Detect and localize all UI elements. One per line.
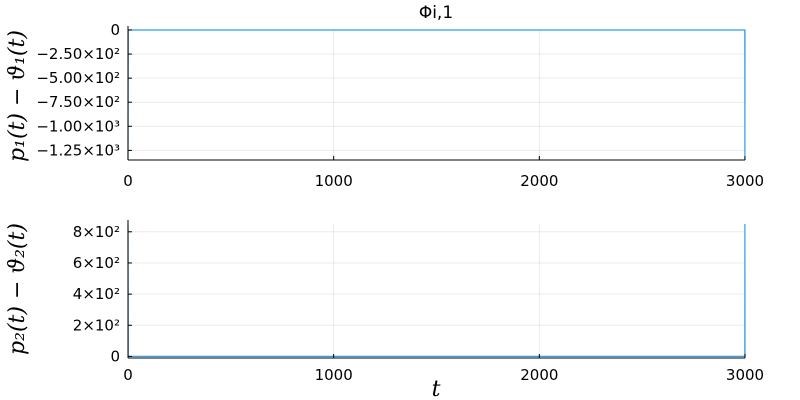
y-tick-label: −1.25×10³ — [36, 141, 120, 159]
y-tick-label: −5.00×10² — [36, 69, 120, 87]
series-line — [127, 29, 746, 161]
chart-panel-bottom: p₂(t) − ϑ₂(t) t 0 1000 2000 3000 0 2×10² 4×10²… — [5, 220, 764, 400]
y-axis-label: p₁(t) − ϑ₁(t) — [5, 30, 30, 162]
y-axis-label: p₂(t) − ϑ₂(t) — [5, 223, 30, 355]
x-tick-label: 2000 — [520, 366, 558, 384]
y-tick-label: −2.50×10² — [36, 45, 120, 63]
series-group — [127, 223, 746, 357]
x-tick-label: 2000 — [520, 172, 558, 190]
x-tick-label: 1000 — [315, 366, 353, 384]
x-tick-label: 1000 — [315, 172, 353, 190]
tick-labels: 0 1000 2000 3000 0 2×10² 4×10² 6×10² 8×10² — [73, 223, 764, 384]
tick-labels: 0 1000 2000 3000 0 −2.50×10² −5.00×10² −7.50×10… — [36, 21, 764, 190]
y-tick-label: −1.00×10³ — [36, 117, 120, 135]
axes — [127, 220, 746, 359]
x-tick-label: 3000 — [726, 172, 764, 190]
y-tick-label: −7.50×10² — [36, 93, 120, 111]
x-tick-label: 3000 — [726, 366, 764, 384]
x-tick-label: 0 — [123, 366, 133, 384]
y-tick-label: 0 — [110, 347, 120, 365]
y-tick-label: 4×10² — [73, 285, 120, 303]
grid — [127, 29, 746, 160]
chart-title: Φi,1 — [419, 3, 453, 23]
grid — [127, 224, 746, 358]
x-tick-label: 0 — [123, 172, 133, 190]
y-tick-label: 8×10² — [73, 223, 120, 241]
series-group — [127, 29, 746, 161]
axes — [127, 26, 746, 161]
y-tick-label: 2×10² — [73, 316, 120, 334]
x-axis-label: t — [432, 377, 441, 400]
y-tick-label: 6×10² — [73, 254, 120, 272]
y-tick-label: 0 — [110, 21, 120, 39]
chart-panel-top: Φi,1 p₁(t) − ϑ₁(t) 0 1000 2000 3000 0 −2.50×1… — [5, 3, 764, 190]
series-line — [127, 223, 746, 357]
